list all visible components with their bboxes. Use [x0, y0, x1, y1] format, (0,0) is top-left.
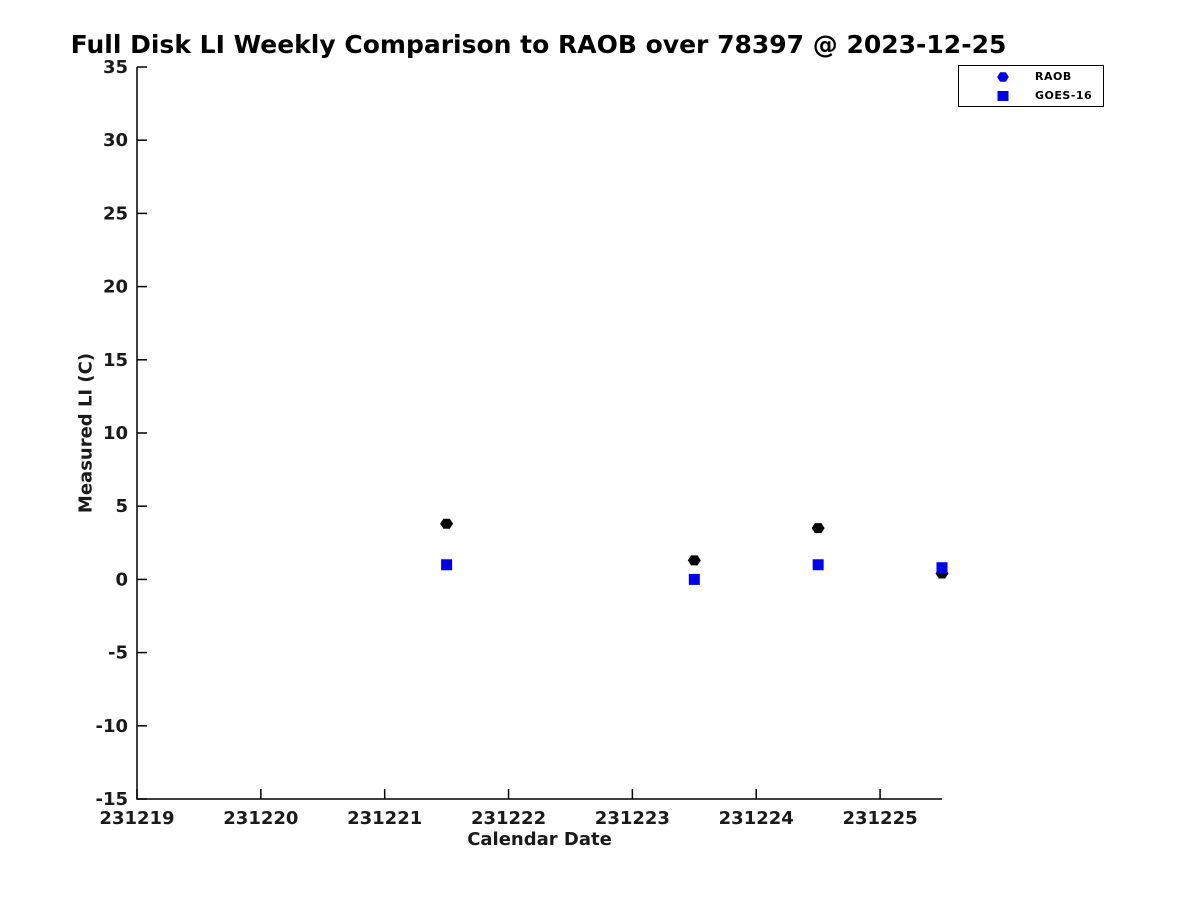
legend-item-goes16: GOES-16 — [959, 86, 1103, 105]
x-tick-label: 231219 — [99, 808, 174, 829]
y-tick-label: 5 — [115, 496, 128, 517]
y-tick-label: -5 — [108, 643, 128, 664]
y-tick-label: 30 — [103, 130, 128, 151]
data-point-goes-16 — [936, 562, 948, 574]
data-point-goes-16 — [812, 559, 824, 571]
raob-hexagram-icon — [997, 71, 1009, 82]
legend-item-raob: RAOB — [959, 67, 1103, 86]
y-tick-label: -10 — [95, 716, 128, 737]
axes-lines — [136, 67, 942, 800]
chart-title: Full Disk LI Weekly Comparison to RAOB o… — [70, 30, 1007, 59]
x-tick-label: 231222 — [471, 808, 546, 829]
data-point-raob — [440, 518, 454, 529]
y-tick-label: 15 — [103, 350, 128, 371]
x-tick-label: 231224 — [719, 808, 794, 829]
data-point-goes-16 — [441, 559, 453, 571]
legend: RAOB GOES-16 — [958, 65, 1104, 107]
y-tick-label: 10 — [103, 423, 128, 444]
x-axis-label: Calendar Date — [467, 829, 612, 850]
x-tick-label: 231221 — [347, 808, 422, 829]
data-point-raob — [811, 523, 825, 534]
x-tick-label: 231220 — [223, 808, 298, 829]
data-point-raob — [687, 555, 701, 566]
y-tick-label: 0 — [115, 569, 128, 590]
y-tick-label: -15 — [95, 789, 128, 810]
y-tick-label: 25 — [103, 203, 128, 224]
goes16-square-icon — [997, 90, 1009, 101]
x-tick-label: 231223 — [595, 808, 670, 829]
legend-label-goes16: GOES-16 — [1035, 89, 1093, 102]
legend-label-raob: RAOB — [1035, 70, 1072, 83]
x-tick-label: 231225 — [842, 808, 917, 829]
y-tick-label: 35 — [103, 57, 128, 78]
y-tick-label: 20 — [103, 277, 128, 298]
data-point-goes-16 — [688, 573, 700, 585]
